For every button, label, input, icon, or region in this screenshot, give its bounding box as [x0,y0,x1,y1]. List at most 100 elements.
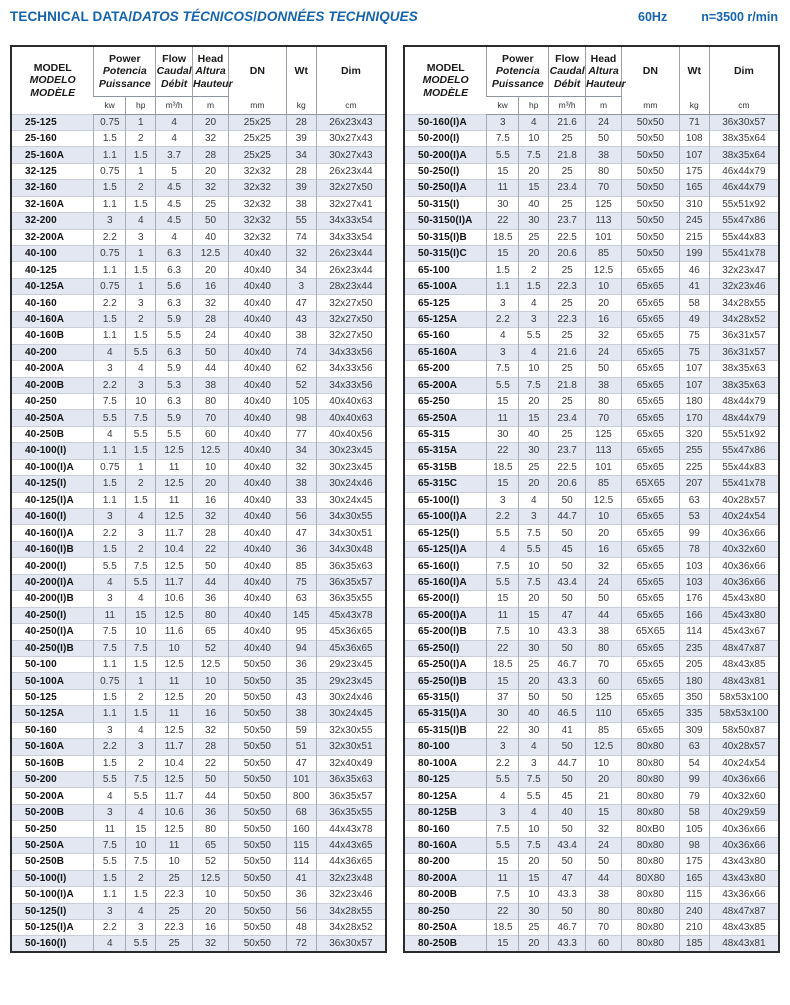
table-row: 80-250A 18.5 25 46.7 70 80x80 210 48x43x85 [404,918,779,936]
value-cell: 50x50 [228,787,287,805]
value-cell: 4 [518,803,549,821]
col-header-wt: Wt [285,46,317,96]
value-cell: 205 [678,655,710,673]
value-cell: 7.5 [518,770,549,788]
table-row: 40-100(I)A 0.75 1 11 10 40x40 32 30x23x45 [11,458,386,476]
value-cell: 1.1 [93,327,126,345]
value-cell: 40x40 [228,475,287,493]
value-cell: 2.2 [93,524,126,542]
value-cell: 65x65 [621,590,680,608]
value-cell: 10 [155,639,193,657]
value-cell: 50 [585,129,622,147]
value-cell: 20.6 [548,475,586,493]
value-cell: 38 [585,886,622,903]
value-cell: 12.5 [155,820,193,838]
value-cell: 114 [285,853,317,871]
value-cell: 7.5 [125,770,156,788]
value-cell: 3 [93,507,126,525]
value-cell: 40 [518,195,549,213]
value-cell: 40x40 [228,639,287,657]
value-cell: 7.5 [125,409,156,427]
value-cell: 25 [518,918,549,936]
model-cell: 65-315(I) [404,688,487,706]
unit-dn: mm [621,96,680,115]
value-cell: 15 [125,606,156,624]
value-cell: 4 [93,935,126,953]
value-cell: 18.5 [486,458,519,476]
value-cell: 11.7 [155,787,193,805]
technical-data-page: TECHNICAL DATA/DATOS TÉCNICOS/DONNÉES TE… [10,9,780,954]
value-cell: 50 [518,688,549,706]
table-row: 80-200B 7.5 10 43.3 38 80x80 115 43x36x66 [404,886,779,903]
model-cell: 50-3150(I)A [404,212,487,230]
value-cell: 65x65 [621,557,680,575]
table-row: 80-250B 15 20 43.3 60 80x80 185 48x43x81 [404,935,779,953]
value-cell: 3 [93,590,126,608]
value-cell: 0.75 [93,162,126,180]
value-cell: 22.5 [548,458,586,476]
value-cell: 15 [486,590,519,608]
table-row: 65-100(I) 3 4 50 12.5 65x65 63 40x28x57 [404,491,779,509]
value-cell: 11 [486,606,519,624]
value-cell: 75 [678,343,710,361]
value-cell: 21.8 [548,146,586,164]
value-cell: 22 [486,721,519,739]
value-cell: 79 [678,787,710,805]
table-row: 50-315(I) 30 40 25 125 50x50 310 55x51x92 [404,195,779,213]
value-cell: 50 [192,557,229,575]
value-cell: 800 [285,787,317,805]
value-cell: 1.5 [125,705,156,723]
value-cell: 40x40 [228,540,287,558]
value-cell: 40x40 [228,360,287,377]
model-cell: 40-125(I) [11,475,94,493]
value-cell: 65x65 [621,606,680,624]
value-cell: 3 [486,738,519,756]
value-cell: 65x65 [621,310,680,328]
value-cell: 65x65 [621,491,680,509]
value-cell: 36 [285,540,317,558]
value-cell: 5.5 [486,770,519,788]
model-cell: 40-125A [11,277,94,295]
value-cell: 10 [155,853,193,871]
value-cell: 65x65 [621,425,680,443]
value-cell: 24 [585,836,622,854]
table-row: 65-125A 2.2 3 22.3 16 65x65 49 34x28x52 [404,310,779,328]
model-cell: 80-200B [404,886,487,903]
value-cell: 7.5 [518,573,549,591]
value-cell: 101 [585,228,622,246]
value-cell: 39 [285,179,317,197]
value-cell: 110 [585,705,622,723]
value-cell: 15 [486,853,519,871]
model-cell: 80-160A [404,836,487,854]
model-cell: 50-200A [11,787,94,805]
value-cell: 32 [192,294,229,312]
value-cell: 12.5 [155,507,193,525]
model-cell: 40-250 [11,392,94,410]
value-cell: 2.2 [93,228,126,246]
value-cell: 5 [155,162,193,180]
value-cell: 25 [548,261,586,279]
value-cell: 3 [486,113,519,131]
table-row: 65-315A 22 30 23.7 113 65x65 255 55x47x86 [404,442,779,460]
value-cell: 33 [285,491,317,509]
value-cell: 4 [125,507,156,525]
table-row: 80-250 22 30 50 80 80x80 240 48x47x87 [404,902,779,920]
value-cell: 45x36x65 [315,623,386,640]
value-cell: 45 [548,540,586,558]
value-cell: 12.5 [155,475,193,493]
value-cell: 11 [155,491,193,509]
value-cell: 34 [285,146,317,164]
unit-head: m [192,96,229,115]
value-cell: 5.5 [486,524,519,542]
value-cell: 48x47x87 [708,902,779,920]
value-cell: 40x32x60 [708,787,779,805]
table-row: 65-200A 5.5 7.5 21.8 38 65x65 107 38x35x63 [404,376,779,394]
model-cell: 65-125A [404,310,487,328]
value-cell: 50x50 [621,162,680,180]
value-cell: 20 [192,475,229,493]
value-cell: 32x32 [228,212,287,230]
value-cell: 11.7 [155,738,193,756]
value-cell: 65x65 [621,392,680,410]
value-cell: 5.9 [155,409,193,427]
value-cell: 12.5 [155,721,193,739]
